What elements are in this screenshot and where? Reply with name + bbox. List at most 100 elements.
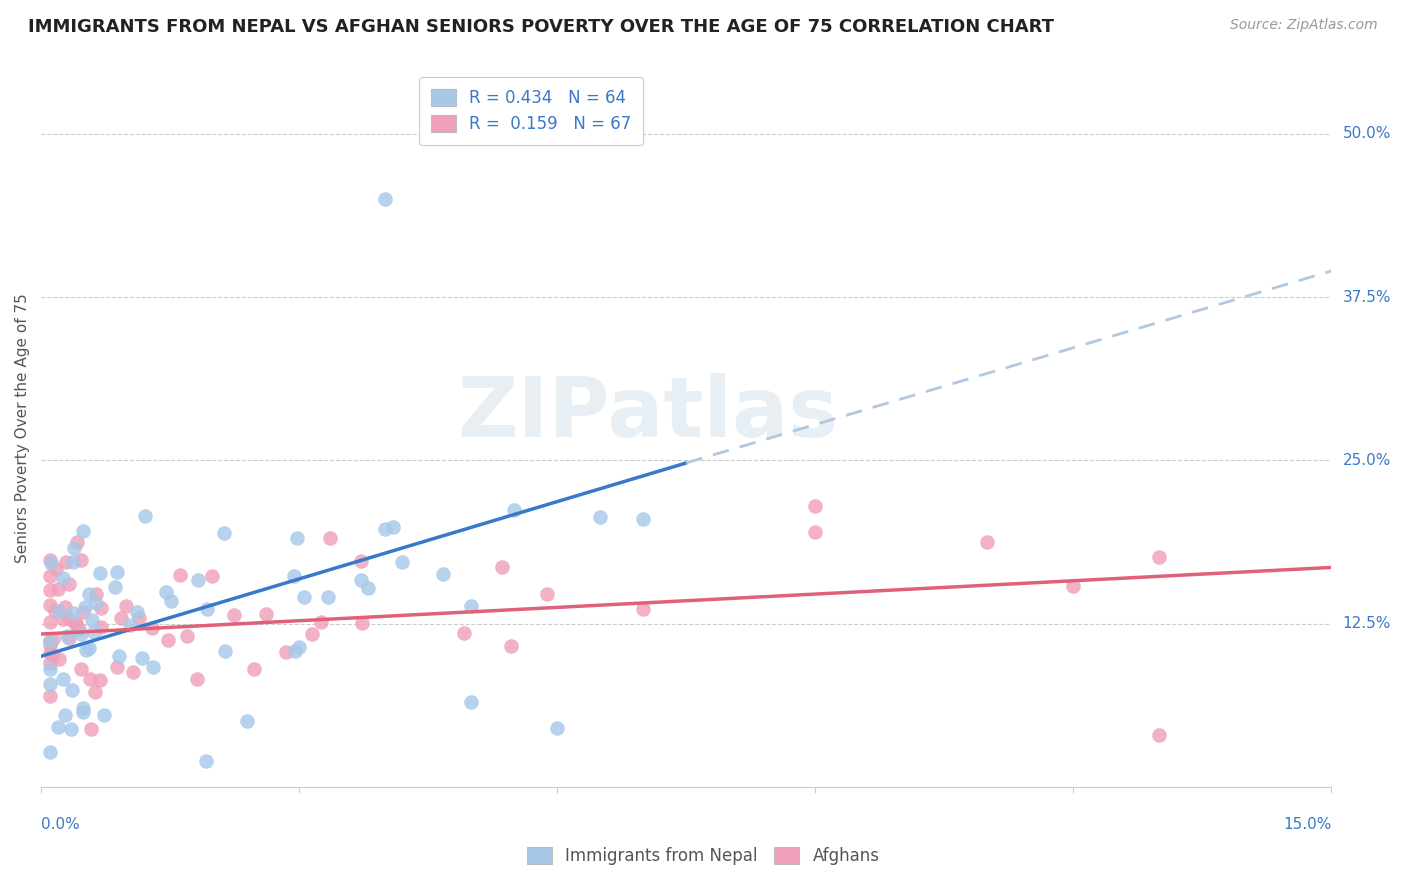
Point (453, 626, 475, 640)
Point (319, 531, 342, 545)
Point (69, 627, 91, 641)
Point (118, 618, 141, 632)
Point (55, 555, 77, 569)
Point (52, 571, 75, 585)
Point (350, 615, 373, 630)
Point (432, 566, 454, 581)
Point (38, 553, 60, 567)
Point (83, 685, 105, 699)
Point (67, 622, 90, 636)
Point (1149, 550, 1171, 565)
Point (38, 615, 60, 629)
Point (460, 695, 482, 709)
Point (382, 520, 405, 534)
Point (976, 534, 998, 549)
Point (38, 634, 60, 648)
Point (65, 617, 87, 632)
Point (169, 567, 191, 582)
Point (546, 721, 568, 735)
Point (72, 605, 94, 619)
Point (70, 553, 93, 567)
Point (804, 499, 827, 513)
Point (62, 555, 84, 569)
Point (39, 634, 62, 648)
Point (38, 646, 60, 660)
Point (105, 660, 128, 674)
Text: 0.0%: 0.0% (41, 817, 80, 832)
Point (72, 701, 94, 715)
Point (63, 541, 86, 555)
Point (374, 192, 396, 206)
Point (72, 705, 94, 719)
Point (38, 599, 60, 613)
Text: 50.0%: 50.0% (1343, 127, 1391, 141)
Point (62, 683, 84, 698)
Point (45, 562, 67, 576)
Point (309, 615, 332, 630)
Point (82, 613, 104, 627)
Point (460, 599, 482, 613)
Point (108, 648, 131, 663)
Point (350, 554, 373, 568)
Point (56, 630, 79, 644)
Text: ZIPatlas: ZIPatlas (457, 373, 838, 454)
Point (89, 566, 111, 580)
Point (115, 599, 138, 614)
Point (201, 569, 224, 583)
Point (75, 642, 97, 657)
Point (804, 524, 827, 539)
Point (157, 633, 180, 648)
Point (44, 603, 66, 617)
Point (38, 568, 60, 582)
Point (65, 615, 87, 630)
Point (38, 677, 60, 691)
Point (536, 587, 558, 601)
Point (79, 672, 101, 686)
Point (142, 660, 165, 674)
Point (195, 754, 218, 768)
Point (58, 632, 80, 646)
Point (155, 584, 177, 599)
Point (60, 722, 83, 736)
Point (254, 607, 277, 621)
Point (287, 640, 309, 655)
Point (38, 745, 60, 759)
Point (73, 600, 96, 615)
Text: 15.0%: 15.0% (1284, 817, 1331, 832)
Point (39, 556, 62, 570)
Point (58, 577, 80, 591)
Point (284, 643, 307, 657)
Point (301, 626, 323, 640)
Point (84, 586, 107, 600)
Point (391, 555, 413, 569)
Point (58, 612, 80, 626)
Text: 12.5%: 12.5% (1343, 616, 1391, 631)
Text: 37.5%: 37.5% (1343, 290, 1391, 304)
Point (631, 601, 654, 615)
Point (83, 624, 105, 639)
Point (42, 632, 65, 646)
Point (38, 656, 60, 670)
Point (128, 611, 150, 625)
Point (236, 714, 259, 728)
Point (89, 673, 111, 687)
Point (283, 568, 305, 582)
Point (53, 708, 76, 723)
Point (48, 582, 70, 596)
Point (374, 522, 396, 536)
Point (285, 531, 308, 545)
Point (77, 640, 100, 655)
Point (48, 604, 70, 618)
Point (46, 721, 69, 735)
Point (631, 512, 654, 526)
Point (187, 574, 209, 588)
Point (1062, 579, 1084, 593)
Point (350, 573, 373, 587)
Point (104, 580, 127, 594)
Point (77, 587, 100, 601)
Point (93, 707, 115, 722)
Point (589, 509, 612, 524)
Point (131, 651, 153, 665)
Point (110, 611, 132, 625)
Point (38, 582, 60, 597)
